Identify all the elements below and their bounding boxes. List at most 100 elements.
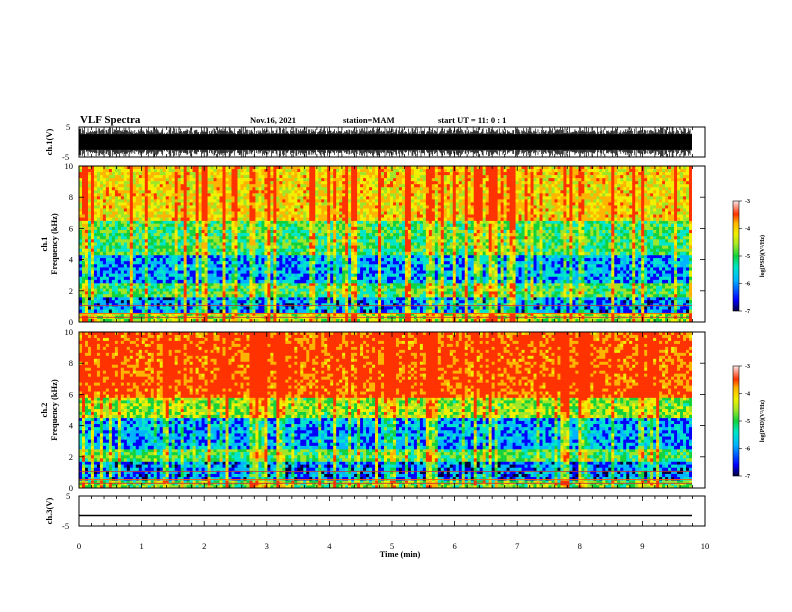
spectrogram-cell (189, 309, 193, 313)
spectrogram-cell (674, 264, 678, 268)
spectrogram-cell (270, 273, 274, 278)
spectrogram-cell (476, 273, 480, 278)
spectrogram-cell (171, 303, 175, 307)
spectrogram-cell (554, 294, 558, 298)
spectrogram-cell (288, 291, 292, 295)
spectrogram-cell (150, 303, 155, 307)
spectrogram-cell (108, 285, 113, 289)
spectrogram-cell (216, 261, 220, 265)
spectrogram-cell (392, 220, 397, 225)
spectrogram-cell (476, 267, 480, 271)
spectrogram-cell (656, 279, 660, 284)
spectrogram-cell (90, 283, 95, 287)
spectrogram-cell (189, 220, 193, 225)
spectrogram-cell (81, 291, 86, 295)
spectrogram-cell (156, 297, 161, 301)
spectrogram-cell (117, 261, 122, 265)
spectrogram-cell (345, 312, 349, 317)
spectrogram-cell (168, 294, 172, 298)
spectrogram-cell (566, 300, 570, 304)
spectrogram-cell (282, 264, 286, 268)
spectrogram-cell (629, 297, 633, 301)
spectrogram-cell (243, 279, 247, 284)
spectrogram-cell (602, 312, 606, 317)
spectrogram-cell (117, 279, 122, 284)
spectrogram-cell (246, 220, 250, 225)
spectrogram-cell (578, 258, 582, 262)
spectrogram-cell (300, 300, 304, 304)
spectrogram-cell (183, 283, 187, 287)
spectrogram-cell (638, 285, 642, 289)
spectrogram-cell (210, 291, 214, 295)
spectrogram-cell (434, 297, 439, 301)
spectrogram-cell (99, 279, 104, 284)
spectrogram-cell (683, 288, 687, 292)
spectrogram-cell (222, 270, 226, 274)
spectrogram-cell (117, 273, 122, 278)
spectrogram-cell (416, 318, 421, 322)
spectrogram-cell (309, 285, 313, 289)
spectrogram-cell (686, 309, 690, 313)
spectrogram-cell (557, 254, 561, 259)
spectrogram-cell (345, 306, 349, 310)
spectrogram-cell (87, 273, 92, 278)
spectrogram-cell (563, 276, 567, 281)
spectrogram-cell (327, 276, 331, 281)
spectrogram-cell (129, 312, 134, 317)
spectrogram-cell (267, 270, 271, 274)
spectrogram-cell (428, 223, 433, 228)
spectrogram-cell (485, 291, 489, 295)
spectrogram-cell (503, 279, 507, 284)
spectrogram-cell (554, 273, 558, 278)
spectrogram-cell (515, 285, 519, 289)
spectrogram-cell (557, 285, 561, 289)
spectrogram-cell (410, 223, 415, 228)
spectrogram-cell (524, 309, 528, 313)
spectrogram-cell (174, 279, 178, 284)
spectrogram-cell (437, 270, 442, 274)
spectrogram-cell (605, 261, 609, 265)
spectrogram-cell (446, 306, 451, 310)
spectrogram-cell (425, 303, 430, 307)
spectrogram-cell (542, 261, 546, 265)
spectrogram-cell (524, 303, 528, 307)
spectrogram-cell (494, 309, 498, 313)
spectrogram-cell (84, 254, 89, 259)
spectrogram-cell (261, 270, 265, 274)
spectrogram-cell (123, 254, 128, 259)
spectrogram-cell (530, 276, 534, 281)
spectrogram-cell (327, 291, 331, 295)
spectrogram-cell (566, 309, 570, 313)
spectrogram-cell (473, 258, 477, 262)
spectrogram-cell (309, 273, 313, 278)
spectrogram-cell (381, 312, 385, 317)
spectrogram-cell (342, 276, 346, 281)
spectrogram-cell (204, 261, 208, 265)
spectrogram-cell (533, 261, 537, 265)
spectrogram-cell (177, 258, 181, 262)
spectrogram-cell (84, 300, 89, 304)
spectrogram-cell (599, 312, 603, 317)
spectrogram-cell (482, 254, 486, 259)
spectrogram-cell (285, 261, 289, 265)
spectrogram-cell (557, 312, 561, 317)
spectrogram-cell (677, 267, 681, 271)
spectrogram-cell (147, 294, 152, 298)
spectrogram-cell (132, 258, 137, 262)
spectrogram-cell (387, 258, 391, 262)
spectrogram-cell (93, 273, 98, 278)
spectrogram-cell (111, 279, 116, 284)
spectrogram-cell (527, 283, 531, 287)
spectrogram-cell (608, 312, 612, 317)
spectrogram-cell (279, 264, 283, 268)
spectrogram-cell (360, 261, 364, 265)
spectrogram-cell (312, 306, 316, 310)
spectrogram-cell (560, 285, 564, 289)
spectrogram-cell (626, 283, 630, 287)
spectrogram-cell (336, 288, 340, 292)
spectrogram-cell (147, 258, 152, 262)
spectrogram-cell (294, 279, 298, 284)
spectrogram-cell (207, 270, 211, 274)
spectrogram-cell (183, 220, 187, 225)
spectrogram-cell (662, 288, 666, 292)
